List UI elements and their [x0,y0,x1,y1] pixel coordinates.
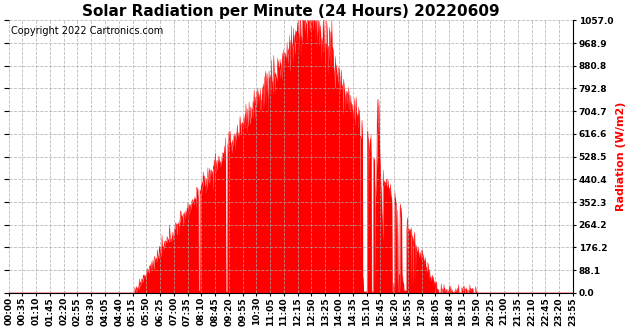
Text: Copyright 2022 Cartronics.com: Copyright 2022 Cartronics.com [11,26,164,36]
Y-axis label: Radiation (W/m2): Radiation (W/m2) [616,102,626,211]
Title: Solar Radiation per Minute (24 Hours) 20220609: Solar Radiation per Minute (24 Hours) 20… [82,4,500,19]
